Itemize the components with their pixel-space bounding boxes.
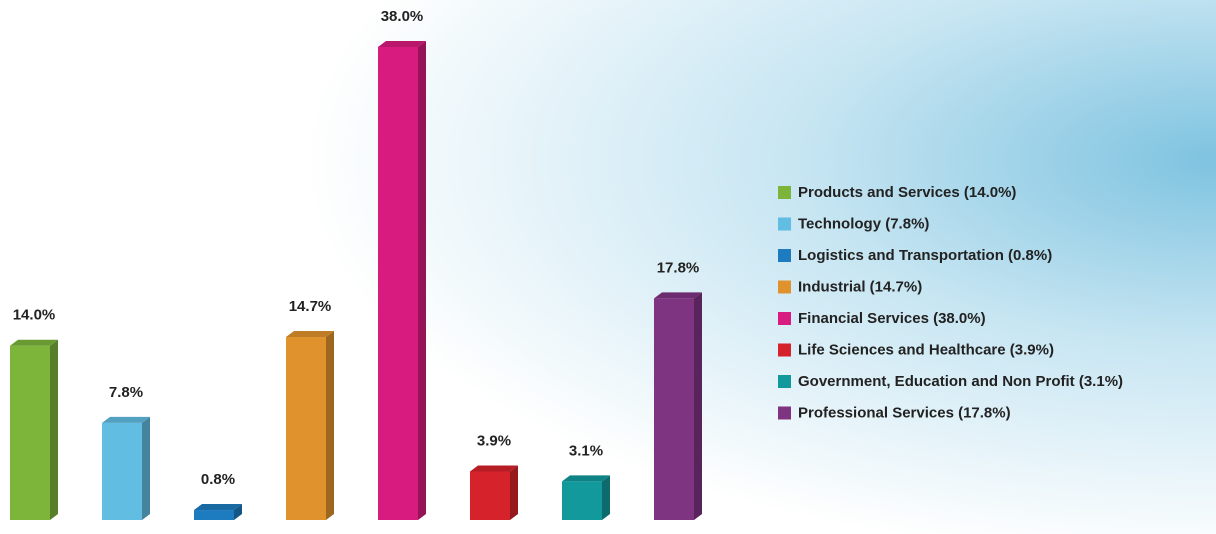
bar-side [602,475,610,520]
value-label: 3.1% [569,442,603,459]
legend-swatch [778,217,791,231]
bar [378,47,418,520]
bar [562,481,602,520]
bar-top [10,339,58,346]
bar [470,471,510,520]
bar-side [418,41,426,520]
legend-label: Industrial (14.7%) [798,278,922,295]
bar-side [510,465,518,520]
legend-label: Life Sciences and Healthcare (3.9%) [798,341,1054,358]
bar-top [470,465,518,472]
bar-side [326,331,334,520]
bar-side [694,292,702,520]
bar-top [378,41,426,47]
legend-label: Products and Services (14.0%) [798,184,1016,201]
legend-swatch [778,280,791,294]
bar-side [142,416,150,520]
bar [194,510,234,520]
value-label: 3.9% [477,432,511,449]
bar [654,298,694,520]
legend-swatch [778,312,791,325]
bar [102,422,142,520]
value-label: 14.7% [289,298,332,315]
bar-side [50,339,58,520]
legend-swatch [778,406,791,420]
legend-swatch [778,186,791,199]
bar-top [102,416,150,423]
bar [10,345,50,520]
bar-top [654,292,702,299]
value-label: 14.0% [13,307,56,324]
legend-label: Technology (7.8%) [798,215,929,232]
bar-top [286,331,334,338]
legend-label: Government, Education and Non Profit (3.… [798,373,1123,390]
bar-top [194,504,242,511]
legend-label: Financial Services (38.0%) [798,310,986,327]
bar [286,337,326,520]
legend-label: Logistics and Transportation (0.8%) [798,247,1052,264]
bar-top [562,475,610,482]
legend-swatch [778,343,791,357]
value-label: 0.8% [201,471,235,488]
value-label: 17.8% [657,259,700,276]
legend-label: Professional Services (17.8%) [798,404,1011,421]
legend-swatch [778,249,791,262]
legend-swatch [778,375,791,388]
value-label: 7.8% [109,384,143,401]
bar-side [234,504,242,520]
value-label: 38.0% [381,8,424,25]
